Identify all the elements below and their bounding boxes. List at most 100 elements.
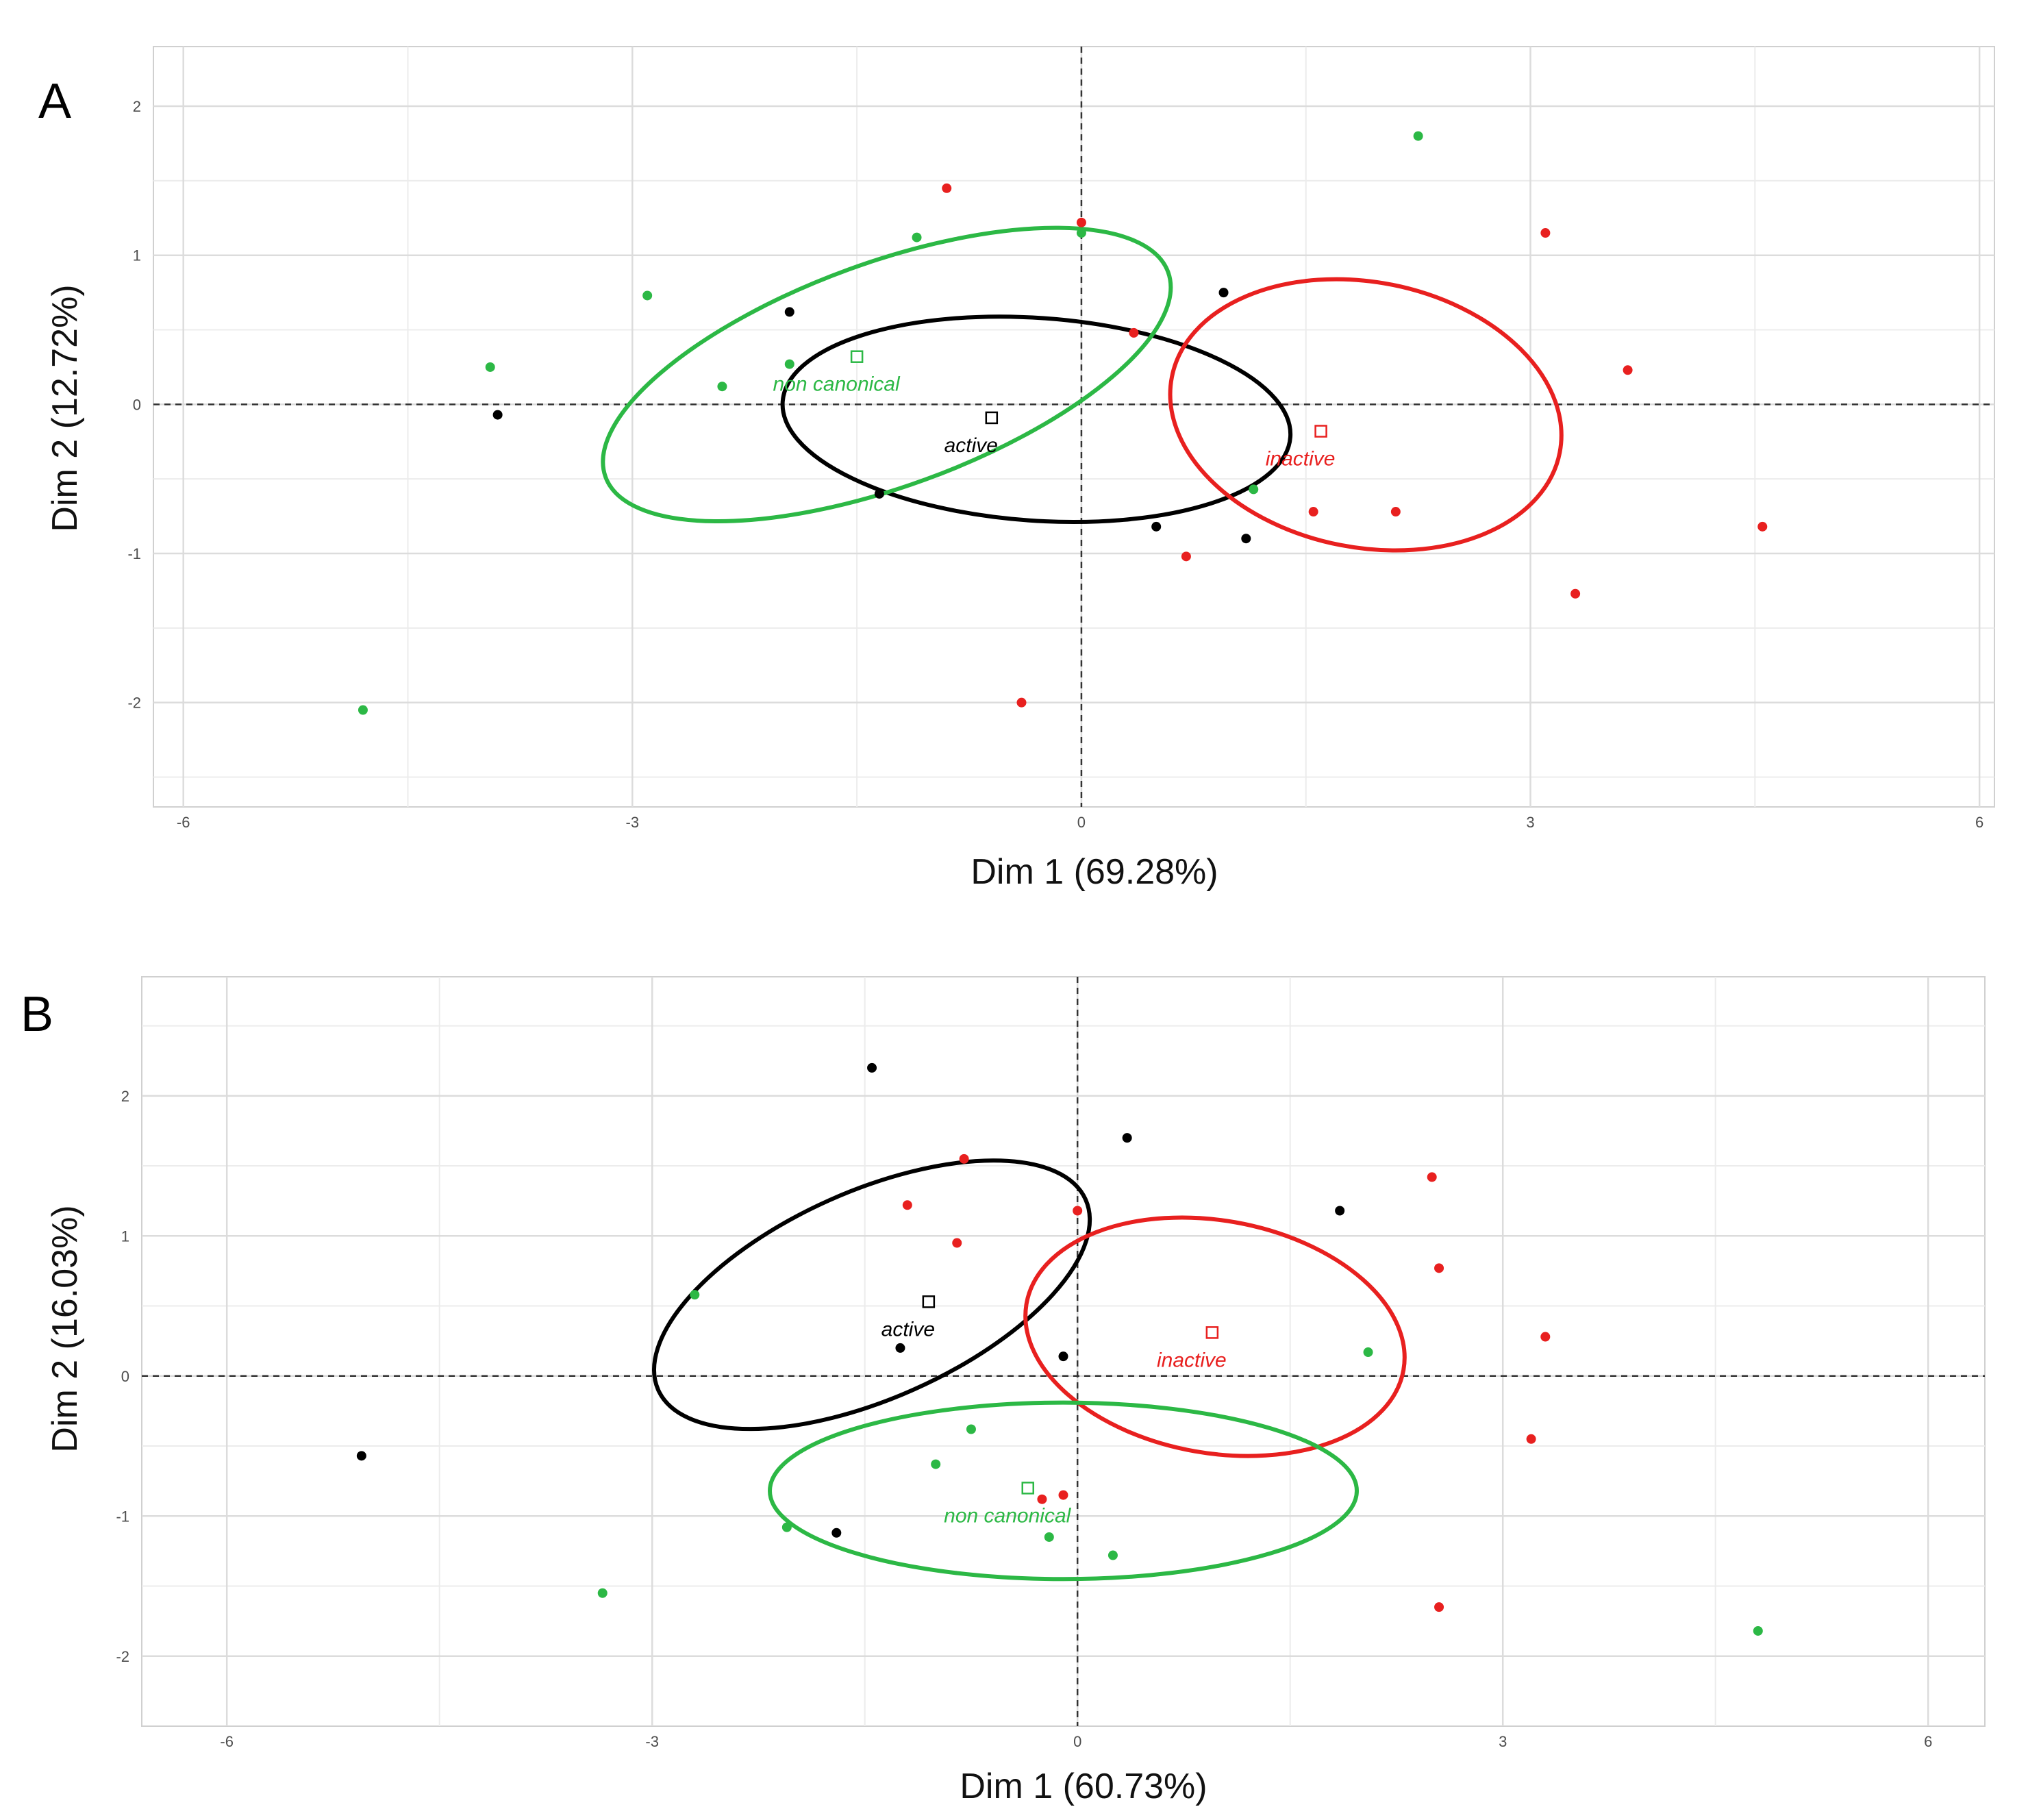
data-point-inactive: [1076, 217, 1086, 227]
x-tick-label: 6: [1975, 814, 1983, 831]
x-tick-label: 3: [1526, 814, 1534, 831]
centroid-marker-active: [922, 1295, 936, 1308]
y-axis-title: Dim 2 (16.03%): [45, 1205, 85, 1452]
panel-b: -6 -3 0 3 6 -2 -1 0 1 2 active inactive non canonica…: [21, 976, 1986, 1806]
data-point-non-canonical: [1753, 1625, 1763, 1636]
data-point-inactive: [1757, 521, 1768, 532]
x-axis-title: Dim 1 (60.73%): [960, 1767, 1207, 1806]
data-point-active: [1122, 1133, 1132, 1143]
data-point-active: [492, 410, 503, 420]
data-point-non-canonical: [1044, 1532, 1054, 1542]
centroid-marker-non-canonical: [850, 350, 864, 363]
data-point-active: [1335, 1206, 1345, 1216]
data-point-active: [874, 488, 884, 499]
data-point-inactive: [1526, 1434, 1536, 1444]
y-tick-label: 0: [133, 396, 141, 413]
data-point-non-canonical: [1249, 484, 1259, 495]
data-point-active: [1058, 1351, 1068, 1362]
data-point-non-canonical: [966, 1424, 976, 1434]
data-point-inactive: [1427, 1172, 1437, 1182]
group-label-non-canonical: non canonical: [944, 1504, 1071, 1527]
panel-letter: B: [21, 987, 53, 1042]
confidence-ellipse-active: [652, 1158, 1092, 1432]
x-tick-label: -3: [645, 1733, 659, 1750]
data-point-inactive: [1037, 1494, 1047, 1504]
data-point-inactive: [1540, 228, 1551, 238]
data-point-active: [867, 1062, 877, 1073]
data-point-non-canonical: [358, 705, 368, 715]
confidence-ellipse-inactive: [1168, 277, 1564, 553]
data-point-inactive: [959, 1154, 969, 1164]
y-tick-label: -1: [116, 1508, 129, 1525]
data-point-active: [831, 1528, 842, 1538]
data-point-active: [356, 1451, 366, 1461]
y-tick-label: -2: [116, 1648, 129, 1665]
data-point-active: [1241, 534, 1251, 544]
confidence-ellipse-non-canonical: [601, 225, 1173, 524]
data-point-inactive: [1129, 327, 1139, 338]
data-point-non-canonical: [485, 362, 495, 372]
data-point-non-canonical: [597, 1588, 608, 1598]
centroid-marker-inactive: [1314, 425, 1327, 438]
group-label-inactive: inactive: [1157, 1349, 1227, 1371]
data-point-non-canonical: [1363, 1347, 1373, 1358]
data-point-inactive: [1540, 1332, 1551, 1342]
data-point-inactive: [1308, 507, 1318, 517]
group-label-active: active: [944, 434, 998, 457]
data-point-non-canonical: [1413, 131, 1423, 141]
data-point-non-canonical: [717, 382, 727, 392]
data-point-active: [784, 307, 794, 317]
y-tick-label: 1: [121, 1227, 129, 1245]
y-tick-label: 0: [121, 1368, 129, 1385]
data-point-inactive: [902, 1200, 912, 1210]
data-point-inactive: [1016, 697, 1027, 708]
data-point-non-canonical: [1076, 228, 1086, 238]
x-tick-label: 3: [1499, 1733, 1507, 1750]
plot-area: [141, 976, 1986, 1727]
data-point-inactive: [1623, 365, 1633, 375]
y-tick-label: 2: [121, 1088, 129, 1105]
group-label-active: active: [881, 1318, 935, 1341]
x-tick-label: 0: [1077, 814, 1086, 831]
centroid-marker-non-canonical: [1021, 1482, 1034, 1495]
y-tick-label: -2: [127, 695, 141, 712]
y-tick-label: -1: [127, 545, 141, 562]
data-point-non-canonical: [912, 232, 922, 242]
data-point-inactive: [1073, 1206, 1083, 1216]
y-tick-label: 2: [133, 98, 141, 115]
data-point-non-canonical: [781, 1522, 792, 1532]
x-tick-label: -6: [177, 814, 190, 831]
data-point-inactive: [1434, 1602, 1444, 1612]
x-tick-label: -6: [220, 1733, 234, 1750]
data-point-inactive: [1181, 551, 1191, 562]
panel-letter: A: [38, 74, 71, 129]
group-label-inactive: inactive: [1266, 448, 1336, 471]
data-point-inactive: [942, 183, 952, 193]
x-axis-title: Dim 1 (69.28%): [971, 852, 1218, 892]
panel-a: -6 -3 0 3 6 -2 -1 0 1 2 active inactive non canonica…: [38, 46, 1995, 892]
data-point-active: [895, 1343, 905, 1353]
data-point-inactive: [1058, 1490, 1068, 1500]
y-tick-label: 1: [133, 247, 141, 264]
data-point-active: [1218, 288, 1229, 298]
x-tick-label: -3: [626, 814, 640, 831]
confidence-ellipse-active: [780, 314, 1293, 525]
x-tick-label: 6: [1924, 1733, 1932, 1750]
data-point-non-canonical: [784, 359, 794, 369]
confidence-ellipse-non-canonical: [768, 1400, 1359, 1582]
group-label-non-canonical: non canonical: [773, 373, 901, 396]
data-point-inactive: [1434, 1263, 1444, 1273]
data-point-inactive: [952, 1238, 962, 1248]
y-axis-title: Dim 2 (12.72%): [45, 284, 85, 532]
centroid-marker-inactive: [1205, 1326, 1219, 1339]
data-point-non-canonical: [690, 1290, 700, 1300]
data-point-non-canonical: [642, 290, 653, 301]
confidence-ellipse-inactive: [1023, 1215, 1407, 1458]
data-point-non-canonical: [1107, 1550, 1118, 1560]
x-tick-label: 0: [1073, 1733, 1081, 1750]
plot-area: [153, 46, 1995, 808]
data-point-inactive: [1570, 588, 1581, 599]
data-point-non-canonical: [931, 1459, 941, 1469]
